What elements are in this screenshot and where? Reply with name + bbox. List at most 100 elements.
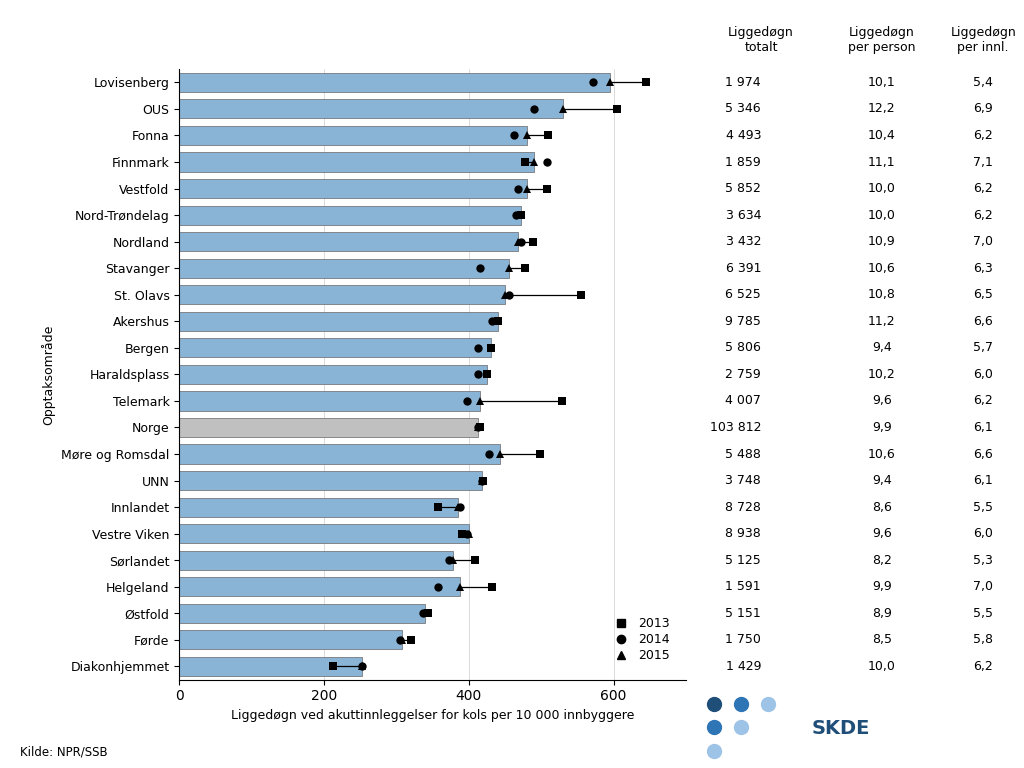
Text: 6,2: 6,2 xyxy=(974,182,993,195)
Bar xyxy=(179,73,610,92)
Text: 6,2: 6,2 xyxy=(974,660,993,673)
Bar xyxy=(179,392,479,411)
Text: 10,1: 10,1 xyxy=(867,76,896,89)
Bar xyxy=(179,365,487,384)
Text: 5,7: 5,7 xyxy=(973,341,993,354)
Legend: 2013, 2014, 2015: 2013, 2014, 2015 xyxy=(603,612,675,667)
Text: 10,0: 10,0 xyxy=(867,182,896,195)
Y-axis label: Opptaksområde: Opptaksområde xyxy=(42,324,55,425)
Text: 8,6: 8,6 xyxy=(871,501,892,514)
Bar xyxy=(179,578,460,596)
Bar xyxy=(179,657,361,676)
Bar xyxy=(179,99,563,118)
Text: 10,6: 10,6 xyxy=(867,448,896,461)
Text: 7,0: 7,0 xyxy=(973,581,993,593)
Text: 11,1: 11,1 xyxy=(868,156,895,168)
Text: 10,0: 10,0 xyxy=(867,209,896,222)
Text: 9,9: 9,9 xyxy=(871,581,892,593)
Text: 6,5: 6,5 xyxy=(973,288,993,301)
Text: 9 785: 9 785 xyxy=(725,315,761,328)
Text: 10,0: 10,0 xyxy=(867,660,896,673)
Text: 9,4: 9,4 xyxy=(871,341,892,354)
Text: 5 125: 5 125 xyxy=(725,554,761,567)
Text: 10,6: 10,6 xyxy=(867,262,896,275)
Bar xyxy=(179,498,458,517)
Text: 5 346: 5 346 xyxy=(725,102,761,115)
Text: 6,0: 6,0 xyxy=(973,368,993,381)
Text: 6,0: 6,0 xyxy=(973,527,993,540)
Text: 2 759: 2 759 xyxy=(725,368,761,381)
Text: 6,2: 6,2 xyxy=(974,395,993,408)
Text: 9,4: 9,4 xyxy=(871,474,892,487)
Text: 4 007: 4 007 xyxy=(725,395,761,408)
Bar xyxy=(179,126,526,145)
Text: 8,9: 8,9 xyxy=(871,607,892,620)
Bar xyxy=(179,312,498,331)
Text: 6,6: 6,6 xyxy=(974,448,993,461)
Text: 6,1: 6,1 xyxy=(974,474,993,487)
Text: 3 748: 3 748 xyxy=(725,474,761,487)
Text: 6 391: 6 391 xyxy=(726,262,761,275)
Text: 10,4: 10,4 xyxy=(867,129,896,142)
Text: 6 525: 6 525 xyxy=(725,288,761,301)
Text: 1 591: 1 591 xyxy=(725,581,761,593)
Text: 5 151: 5 151 xyxy=(725,607,761,620)
Text: 6,9: 6,9 xyxy=(974,102,993,115)
Text: 6,2: 6,2 xyxy=(974,129,993,142)
Text: 3 634: 3 634 xyxy=(726,209,761,222)
Bar xyxy=(179,471,482,490)
Text: 8 938: 8 938 xyxy=(725,527,761,540)
Text: 5 852: 5 852 xyxy=(725,182,761,195)
Bar xyxy=(179,445,500,464)
Text: 5 806: 5 806 xyxy=(725,341,761,354)
Bar xyxy=(179,524,469,543)
Text: 5,3: 5,3 xyxy=(973,554,993,567)
Text: 4 493: 4 493 xyxy=(726,129,761,142)
Text: 5,4: 5,4 xyxy=(973,76,993,89)
Bar xyxy=(179,259,509,278)
Text: 7,1: 7,1 xyxy=(973,156,993,168)
Text: 1 974: 1 974 xyxy=(725,76,761,89)
Text: 11,2: 11,2 xyxy=(868,315,895,328)
Bar xyxy=(179,418,477,437)
Text: 6,6: 6,6 xyxy=(974,315,993,328)
Text: 1 750: 1 750 xyxy=(725,634,761,647)
Text: 3 432: 3 432 xyxy=(726,235,761,248)
Text: 103 812: 103 812 xyxy=(710,421,761,434)
Bar xyxy=(179,551,453,570)
Text: 8,2: 8,2 xyxy=(871,554,892,567)
Text: Liggedøgn
per person: Liggedøgn per person xyxy=(848,26,915,54)
Text: Liggedøgn
totalt: Liggedøgn totalt xyxy=(728,26,794,54)
Text: Liggedøgn
per innl.: Liggedøgn per innl. xyxy=(950,26,1016,54)
Text: 12,2: 12,2 xyxy=(868,102,895,115)
Text: 1 859: 1 859 xyxy=(725,156,761,168)
Text: 6,3: 6,3 xyxy=(974,262,993,275)
Text: 10,9: 10,9 xyxy=(867,235,896,248)
Bar xyxy=(179,285,505,304)
Text: 8 728: 8 728 xyxy=(725,501,761,514)
Text: 6,1: 6,1 xyxy=(974,421,993,434)
Bar xyxy=(179,206,521,225)
Text: 10,8: 10,8 xyxy=(867,288,896,301)
Text: Kilde: NPR/SSB: Kilde: NPR/SSB xyxy=(20,746,109,759)
Text: 6,2: 6,2 xyxy=(974,209,993,222)
Text: 5,5: 5,5 xyxy=(973,607,993,620)
Bar xyxy=(179,153,534,171)
Text: 7,0: 7,0 xyxy=(973,235,993,248)
Bar xyxy=(179,631,402,650)
Text: 9,6: 9,6 xyxy=(871,395,892,408)
X-axis label: Liggedøgn ved akuttinnleggelser for kols per 10 000 innbyggere: Liggedøgn ved akuttinnleggelser for kols… xyxy=(231,709,634,722)
Text: 10,2: 10,2 xyxy=(867,368,896,381)
Text: 5,8: 5,8 xyxy=(973,634,993,647)
Text: 9,9: 9,9 xyxy=(871,421,892,434)
Text: 5 488: 5 488 xyxy=(725,448,761,461)
Bar xyxy=(179,232,518,251)
Text: 1 429: 1 429 xyxy=(726,660,761,673)
Text: SKDE: SKDE xyxy=(812,719,870,737)
Text: 8,5: 8,5 xyxy=(871,634,892,647)
Bar xyxy=(179,179,526,198)
Bar xyxy=(179,604,425,623)
Text: 5,5: 5,5 xyxy=(973,501,993,514)
Bar xyxy=(179,338,490,357)
Text: 9,6: 9,6 xyxy=(871,527,892,540)
